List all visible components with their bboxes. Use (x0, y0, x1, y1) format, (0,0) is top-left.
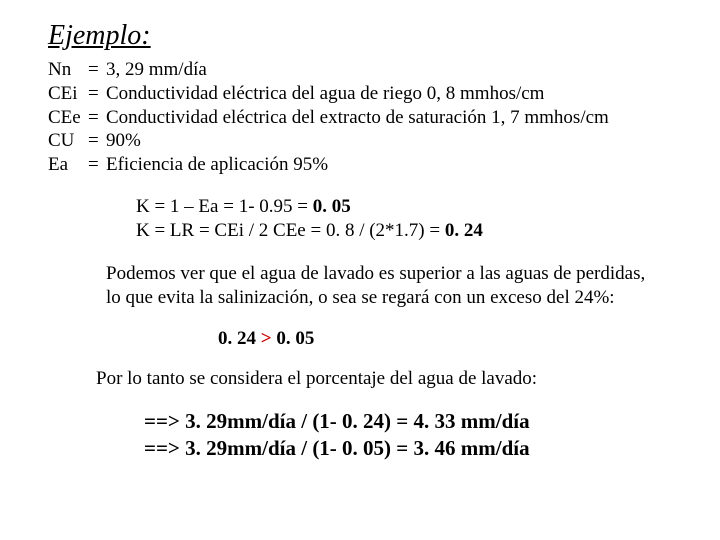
def-value: 3, 29 mm/día (106, 58, 672, 82)
def-symbol: CU (48, 129, 88, 153)
def-symbol: CEe (48, 106, 88, 130)
def-equals: = (88, 153, 106, 177)
calc-block: K = 1 – Ea = 1- 0.95 = 0. 05 K = LR = CE… (136, 195, 672, 243)
calc-line-2: K = LR = CEi / 2 CEe = 0. 8 / (2*1.7) = … (136, 219, 672, 243)
def-value: 90% (106, 129, 672, 153)
def-symbol: Ea (48, 153, 88, 177)
def-equals: = (88, 106, 106, 130)
inequality-line: 0. 24 > 0. 05 (218, 328, 672, 350)
def-equals: = (88, 82, 106, 106)
calc-result: 0. 24 (445, 220, 483, 241)
ineq-right: 0. 05 (276, 328, 314, 349)
def-row: Nn = 3, 29 mm/día (48, 58, 672, 82)
calc-lhs: K = 1 – Ea = 1- 0.95 = (136, 196, 313, 217)
def-equals: = (88, 129, 106, 153)
definitions-block: Nn = 3, 29 mm/día CEi = Conductividad el… (48, 58, 672, 177)
def-row: Ea = Eficiencia de aplicación 95% (48, 153, 672, 177)
calc-line-1: K = 1 – Ea = 1- 0.95 = 0. 05 (136, 195, 672, 219)
page-root: Ejemplo: Nn = 3, 29 mm/día CEi = Conduct… (0, 0, 720, 462)
section-title: Ejemplo: (48, 20, 672, 52)
def-symbol: Nn (48, 58, 88, 82)
def-value: Eficiencia de aplicación 95% (106, 153, 672, 177)
ineq-left: 0. 24 (218, 328, 261, 349)
def-symbol: CEi (48, 82, 88, 106)
def-row: CEe = Conductividad eléctrica del extrac… (48, 106, 672, 130)
def-equals: = (88, 58, 106, 82)
calc-result: 0. 05 (313, 196, 351, 217)
def-value: Conductividad eléctrica del extracto de … (106, 106, 672, 130)
result-block: ==> 3. 29mm/día / (1- 0. 24) = 4. 33 mm/… (144, 408, 672, 463)
ineq-gt: > (261, 328, 277, 349)
result-line-2: ==> 3. 29mm/día / (1- 0. 05) = 3. 46 mm/… (144, 435, 672, 462)
result-line-1: ==> 3. 29mm/día / (1- 0. 24) = 4. 33 mm/… (144, 408, 672, 435)
def-row: CEi = Conductividad eléctrica del agua d… (48, 82, 672, 106)
def-value: Conductividad eléctrica del agua de rieg… (106, 82, 672, 106)
def-row: CU = 90% (48, 129, 672, 153)
conclusion-line: Por lo tanto se considera el porcentaje … (96, 368, 672, 390)
explanation-paragraph: Podemos ver que el agua de lavado es sup… (106, 262, 652, 310)
calc-lhs: K = LR = CEi / 2 CEe = 0. 8 / (2*1.7) = (136, 220, 445, 241)
